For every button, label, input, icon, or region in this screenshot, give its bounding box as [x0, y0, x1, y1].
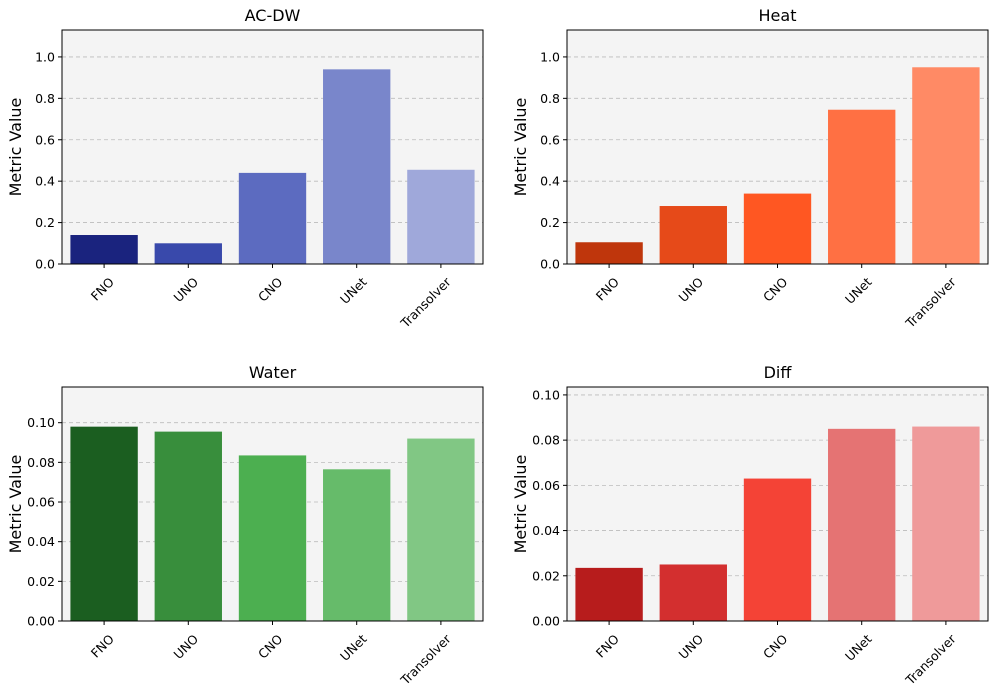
x-tick-label: Transolver	[397, 631, 454, 688]
y-tick-label: 0.00	[27, 614, 55, 629]
y-tick-label: 0.10	[27, 415, 55, 430]
bar-cno	[238, 172, 307, 264]
bar-transolver	[407, 169, 475, 264]
bar-fno	[575, 242, 643, 264]
x-tick-label: FNO	[593, 631, 622, 660]
chart-panel-1: 0.0 0.2 0.4 0.6 0.8 1.0 FNO UNO CNO UNet Transolve…	[6, 6, 484, 331]
bar-cno	[743, 478, 812, 621]
y-tick-label: 0.02	[532, 568, 560, 583]
x-tick-label: Transolver	[902, 274, 959, 331]
y-tick-label: 0.06	[532, 478, 560, 493]
y-tick-label: 0.04	[27, 534, 55, 549]
x-tick-label: CNO	[760, 274, 790, 304]
y-tick-label: 0.08	[27, 455, 55, 470]
bar-uno	[154, 243, 222, 264]
y-tick-label: 0.10	[532, 387, 560, 402]
bar-uno	[659, 564, 727, 621]
x-tick-label: UNO	[171, 274, 202, 305]
x-tick-label: FNO	[593, 274, 622, 303]
y-tick-label: 0.6	[540, 132, 560, 147]
chart-title: AC-DW	[245, 6, 301, 25]
bar-fno	[70, 235, 138, 264]
bar-unet	[828, 428, 896, 621]
bar-transolver	[407, 438, 475, 621]
chart-title: Diff	[764, 363, 793, 382]
y-tick-label: 0.4	[35, 174, 55, 189]
y-tick-label: 0.8	[540, 91, 560, 106]
y-axis-label: Metric Value	[6, 98, 25, 197]
bar-cno	[238, 455, 307, 621]
x-tick-label: CNO	[255, 631, 285, 661]
chart-panel-2: 0.0 0.2 0.4 0.6 0.8 1.0 FNO UNO CNO UNet Transolve…	[511, 6, 989, 331]
bar-unet	[828, 109, 896, 264]
y-tick-label: 0.8	[35, 91, 55, 106]
chart-panel-4: 0.00 0.02 0.04 0.06 0.08 0.10 FNO UNO CNO UNet Tra…	[511, 363, 989, 688]
x-tick-label: UNO	[676, 631, 707, 662]
chart-title: Heat	[759, 6, 797, 25]
y-axis-label: Metric Value	[511, 98, 530, 197]
x-tick-label: UNet	[842, 274, 875, 307]
x-tick-label: UNet	[337, 631, 370, 664]
y-tick-label: 0.4	[540, 174, 560, 189]
y-tick-label: 0.02	[27, 574, 55, 589]
bar-transolver	[912, 67, 980, 264]
y-tick-label: 0.0	[540, 257, 560, 272]
y-tick-label: 0.2	[35, 215, 55, 230]
x-tick-label: CNO	[760, 631, 790, 661]
x-tick-label: Transolver	[397, 274, 454, 331]
bar-unet	[323, 69, 391, 265]
bar-uno	[154, 431, 222, 621]
x-tick-label: UNO	[676, 274, 707, 305]
x-tick-label: Transolver	[902, 631, 959, 688]
y-tick-label: 0.00	[532, 614, 560, 629]
chart-title: Water	[249, 363, 297, 382]
x-tick-label: FNO	[88, 274, 117, 303]
y-tick-label: 0.2	[540, 215, 560, 230]
x-tick-label: UNO	[171, 631, 202, 662]
plot-frame	[566, 386, 989, 622]
bar-fno	[575, 567, 643, 621]
y-tick-label: 0.08	[532, 433, 560, 448]
chart-panel-3: 0.00 0.02 0.04 0.06 0.08 0.10 FNO UNO CNO UNet Tra…	[6, 363, 484, 688]
x-tick-label: FNO	[88, 631, 117, 660]
y-axis-label: Metric Value	[6, 455, 25, 554]
y-tick-label: 1.0	[35, 49, 55, 64]
bar-cno	[743, 193, 812, 264]
x-tick-label: UNet	[337, 274, 370, 307]
bar-unet	[323, 469, 391, 621]
y-tick-label: 0.6	[35, 132, 55, 147]
y-axis-label: Metric Value	[511, 455, 530, 554]
bar-transolver	[912, 426, 980, 621]
bar-fno	[70, 426, 138, 621]
bar-uno	[659, 206, 727, 264]
y-tick-label: 0.04	[532, 523, 560, 538]
plot-frame	[61, 29, 484, 265]
y-tick-label: 0.06	[27, 495, 55, 510]
x-tick-label: CNO	[255, 274, 285, 304]
plot-frame	[61, 386, 484, 622]
y-tick-label: 1.0	[540, 49, 560, 64]
x-tick-label: UNet	[842, 631, 875, 664]
plot-frame	[566, 29, 989, 265]
y-tick-label: 0.0	[35, 257, 55, 272]
